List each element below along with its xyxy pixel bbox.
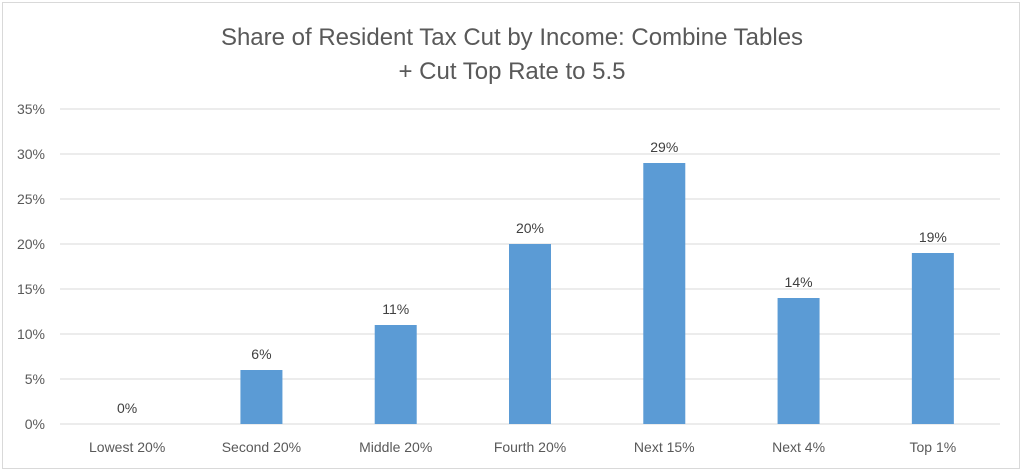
bar	[240, 370, 283, 424]
bar-value-label: 14%	[785, 274, 813, 290]
bar-value-label: 0%	[117, 400, 137, 416]
y-tick-label: 20%	[17, 236, 45, 252]
bar	[374, 325, 417, 424]
y-tick-label: 0%	[25, 416, 45, 432]
bar-value-label: 6%	[251, 346, 271, 362]
bar-value-label: 20%	[516, 220, 544, 236]
bar	[509, 244, 551, 424]
bar	[643, 163, 686, 424]
x-tick-label: Top 1%	[910, 439, 957, 455]
y-tick-label: 30%	[17, 146, 45, 162]
x-tick-label: Fourth 20%	[494, 439, 566, 455]
y-tick-label: 15%	[17, 281, 45, 297]
x-tick-label: Second 20%	[222, 439, 301, 455]
chart-title-line-2: + Cut Top Rate to 5.5	[398, 58, 626, 85]
bar-value-label: 11%	[382, 301, 409, 317]
x-tick-label: Next 4%	[772, 439, 825, 455]
y-tick-label: 25%	[17, 191, 45, 207]
x-tick-label: Middle 20%	[359, 439, 432, 455]
x-tick-label: Next 15%	[634, 439, 695, 455]
bar-value-label: 29%	[650, 139, 678, 155]
y-tick-label: 35%	[17, 101, 45, 117]
x-tick-label: Lowest 20%	[89, 439, 165, 455]
bar	[911, 253, 954, 424]
y-tick-label: 10%	[17, 326, 45, 342]
y-tick-label: 5%	[25, 371, 45, 387]
bar-value-label: 19%	[919, 229, 947, 245]
bar	[777, 298, 820, 424]
chart-title: Share of Resident Tax Cut by Income: Com…	[3, 21, 1021, 89]
chart-title-line-1: Share of Resident Tax Cut by Income: Com…	[220, 24, 804, 51]
